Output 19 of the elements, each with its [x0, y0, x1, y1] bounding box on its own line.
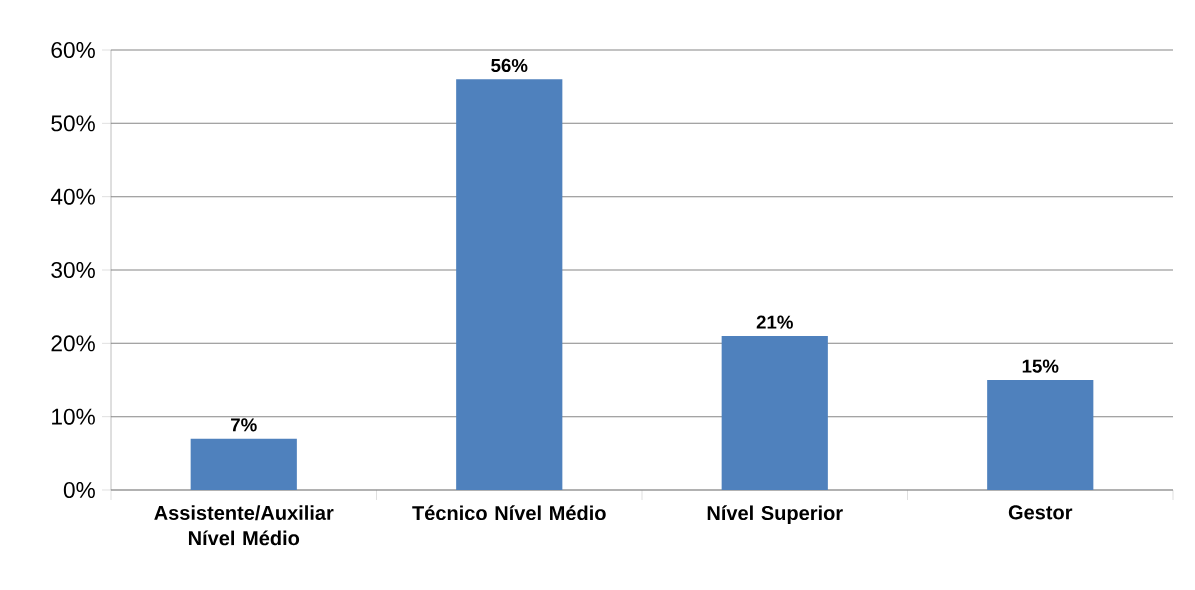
y-tick-label: 50% [51, 115, 95, 132]
data-label: 56% [491, 58, 528, 73]
bar [987, 380, 1094, 490]
data-label: 21% [756, 315, 793, 329]
x-tick-label: Gestor [1008, 505, 1073, 520]
y-tick-label: 0% [63, 481, 95, 499]
y-tick-label: 10% [52, 408, 95, 425]
bar [190, 438, 297, 490]
y-tick-label: 30% [51, 261, 95, 279]
bar [721, 336, 828, 490]
y-tick-label: 20% [51, 335, 95, 352]
data-label: 7% [231, 418, 257, 432]
x-tick-label: Nível Superior [707, 505, 843, 525]
x-tick-label: Assistente/Auxiliar Nível Médio [154, 505, 334, 546]
y-tick-label: 60% [51, 41, 95, 59]
y-tick-label: 40% [50, 188, 95, 205]
x-tick-label: Técnico Nível Médio [412, 505, 606, 521]
bar [456, 79, 563, 490]
data-label: 15% [1022, 359, 1059, 373]
